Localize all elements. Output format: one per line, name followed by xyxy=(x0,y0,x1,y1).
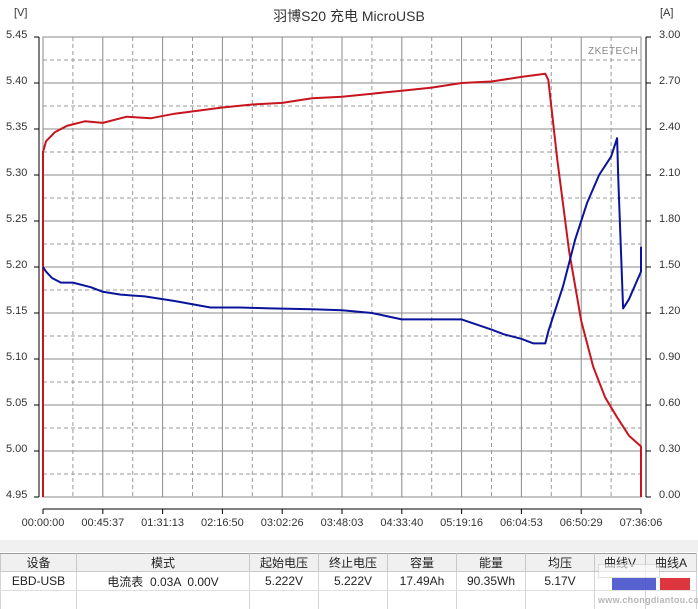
right-tick-label: 3.00 xyxy=(659,29,681,41)
left-tick-label: 5.45 xyxy=(6,29,28,41)
x-tick-label: 04:33:40 xyxy=(380,517,424,529)
left-tick-label: 5.40 xyxy=(6,75,28,87)
left-tick-label: 5.20 xyxy=(6,259,28,271)
col-header-end-voltage[interactable]: 终止电压 xyxy=(318,553,388,572)
right-tick-label: 0.30 xyxy=(659,443,681,455)
left-tick-label: 5.35 xyxy=(6,121,28,133)
left-tick-label: 5.00 xyxy=(6,443,28,455)
separator-strip xyxy=(0,540,698,552)
left-tick-label: 5.25 xyxy=(6,213,28,225)
left-tick-label: 5.05 xyxy=(6,397,28,409)
col-header-capacity[interactable]: 容量 xyxy=(387,553,457,572)
table-header-row: 设备 模式 起始电压 终止电压 容量 能量 均压 曲线V 曲线A xyxy=(0,553,697,572)
col-header-avg-voltage[interactable]: 均压 xyxy=(525,553,595,572)
col-header-device[interactable]: 设备 xyxy=(0,553,77,572)
table-row-empty xyxy=(0,590,697,609)
x-tick-label: 07:36:06 xyxy=(619,517,663,529)
right-tick-label: 1.80 xyxy=(659,213,681,225)
left-tick-label: 5.30 xyxy=(6,167,28,179)
right-tick-label: 0.90 xyxy=(659,351,681,363)
cell-energy: 90.35Wh xyxy=(456,571,526,591)
left-tick-label: 5.10 xyxy=(6,351,28,363)
cell-device: EBD-USB xyxy=(0,571,77,591)
chongdiantou-watermark: www.chongdiantou.com xyxy=(598,556,698,606)
right-axis-unit: [A] xyxy=(660,7,674,19)
right-tick-label: 1.50 xyxy=(659,259,681,271)
right-tick-label: 2.40 xyxy=(659,121,681,133)
right-tick-label: 0.60 xyxy=(659,397,681,409)
chart-title: 羽博S20 充电 MicroUSB xyxy=(273,8,425,24)
col-header-start-voltage[interactable]: 起始电压 xyxy=(249,553,319,572)
cell-start-voltage: 5.222V xyxy=(249,571,319,591)
x-tick-label: 06:04:53 xyxy=(499,517,543,529)
right-tick-label: 2.70 xyxy=(659,75,681,87)
left-tick-label: 4.95 xyxy=(6,489,28,501)
cell-mode: 电流表 0.03A 0.00V xyxy=(76,571,250,591)
right-tick-label: 1.20 xyxy=(659,305,681,317)
x-tick-label: 02:16:50 xyxy=(200,517,244,529)
line-chart xyxy=(34,36,651,514)
x-tick-label: 05:19:16 xyxy=(440,517,483,529)
cell-capacity: 17.49Ah xyxy=(387,571,457,591)
col-header-mode[interactable]: 模式 xyxy=(76,553,250,572)
left-tick-label: 5.15 xyxy=(6,305,28,317)
x-tick-label: 00:00:00 xyxy=(21,517,65,529)
table-row[interactable]: EBD-USB 电流表 0.03A 0.00V 5.222V 5.222V 17… xyxy=(0,571,697,591)
col-header-energy[interactable]: 能量 xyxy=(456,553,526,572)
x-tick-label: 06:50:29 xyxy=(559,517,603,529)
x-tick-label: 03:48:03 xyxy=(320,517,364,529)
watermark-url: www.chongdiantou.com xyxy=(598,595,698,605)
right-tick-label: 0.00 xyxy=(659,489,681,501)
right-tick-label: 2.10 xyxy=(659,167,681,179)
summary-table: 设备 模式 起始电压 终止电压 容量 能量 均压 曲线V 曲线A EBD-USB… xyxy=(0,553,697,609)
x-tick-label: 03:02:26 xyxy=(260,517,304,529)
x-tick-label: 00:45:37 xyxy=(81,517,125,529)
cell-end-voltage: 5.222V xyxy=(318,571,388,591)
left-axis-unit: [V] xyxy=(14,7,28,19)
cell-avg-voltage: 5.17V xyxy=(525,571,595,591)
zketech-watermark: ZKETECH xyxy=(588,46,639,57)
x-tick-label: 01:31:13 xyxy=(141,517,184,529)
